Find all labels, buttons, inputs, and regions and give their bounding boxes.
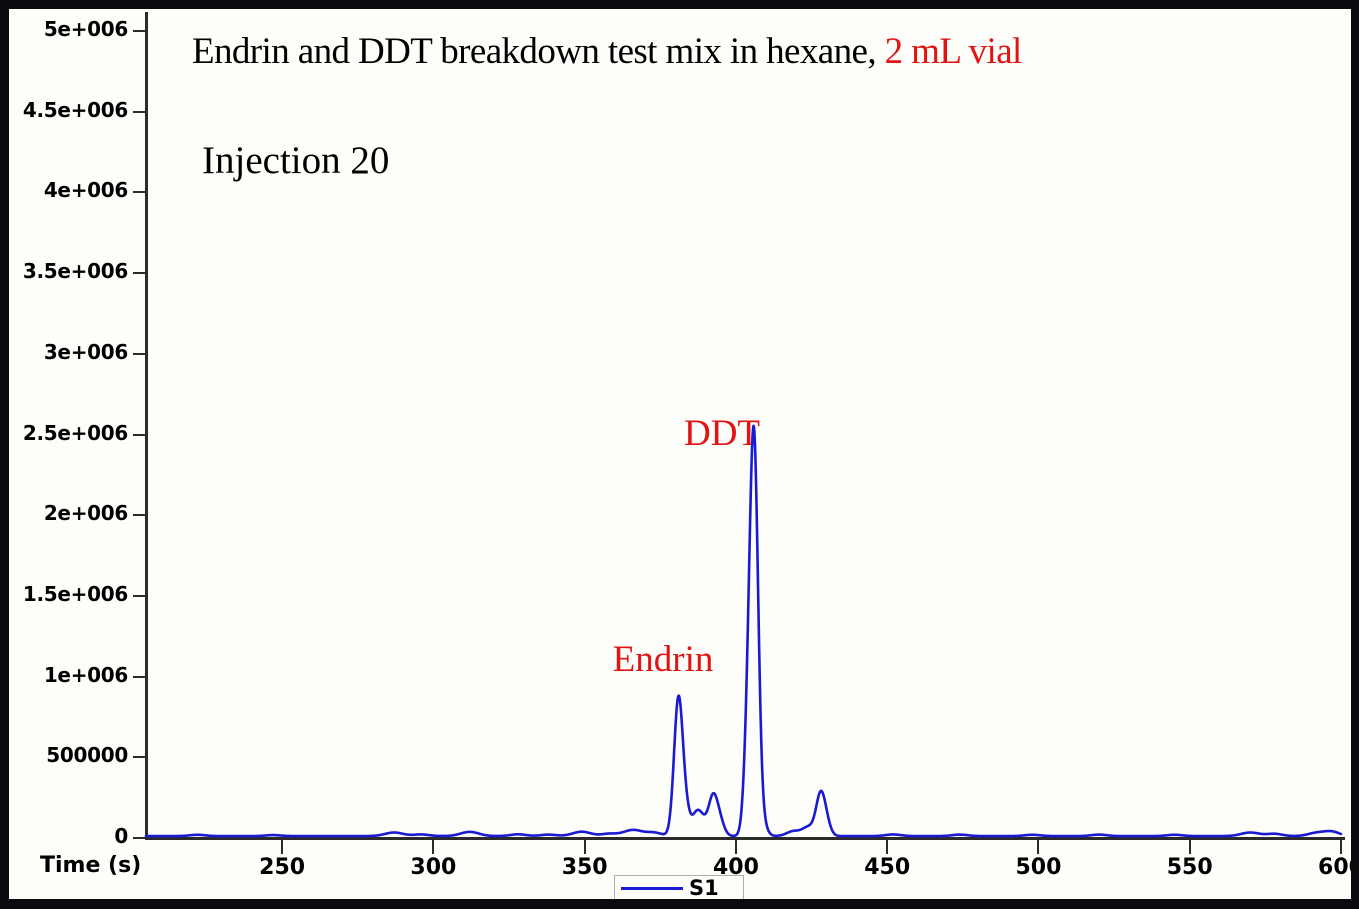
y-tick-label: 1e+006 — [43, 662, 128, 687]
x-tick-mark — [1188, 840, 1191, 854]
x-tick-mark — [886, 840, 889, 854]
x-tick-label: 300 — [410, 855, 457, 880]
chart-title-main: Endrin and DDT breakdown test mix in hex… — [192, 31, 877, 72]
x-tick-mark — [432, 840, 435, 854]
x-tick-label: 350 — [561, 855, 608, 880]
peak-annotation-endrin: Endrin — [612, 639, 714, 680]
y-tick-mark — [133, 352, 146, 355]
x-tick-mark — [281, 840, 284, 854]
y-tick-mark — [133, 675, 146, 678]
y-tick-label: 2.5e+006 — [22, 420, 128, 445]
x-tick-mark — [1340, 840, 1342, 854]
y-tick-label: 0 — [114, 824, 128, 848]
chart-title: Endrin and DDT breakdown test mix in hex… — [192, 30, 1022, 73]
y-tick-label: 4.5e+006 — [22, 97, 128, 122]
x-tick-mark — [583, 840, 586, 854]
x-tick-label: 500 — [1015, 855, 1062, 880]
y-tick-mark — [133, 433, 146, 436]
y-tick-label: 4e+006 — [43, 178, 128, 203]
y-tick-label: 5e+006 — [43, 17, 128, 41]
y-tick-mark — [133, 30, 146, 32]
y-tick-mark — [133, 756, 146, 759]
injection-label: Injection 20 — [202, 139, 390, 182]
x-axis-line — [145, 837, 1345, 840]
y-tick-mark — [133, 110, 146, 113]
trace-series-s1 — [144, 424, 1343, 838]
legend-swatch-s1 — [621, 887, 683, 890]
y-tick-label: 500000 — [46, 743, 128, 768]
chart-title-accent: 2 mL vial — [875, 31, 1023, 72]
y-axis-line — [145, 12, 148, 840]
y-tick-label: 2e+006 — [43, 501, 128, 526]
y-tick-label: 1.5e+006 — [22, 581, 128, 606]
x-axis-title: Time (s) — [40, 853, 142, 878]
x-tick-mark — [1037, 840, 1040, 854]
x-tick-label: 250 — [259, 855, 306, 880]
y-tick-label: 3e+006 — [43, 339, 128, 364]
x-tick-label: 600 — [1318, 855, 1359, 880]
peak-annotation-ddt: DDT — [683, 413, 761, 454]
legend-label-s1: S1 — [689, 876, 719, 900]
x-tick-mark — [734, 840, 737, 854]
y-tick-mark — [133, 594, 146, 597]
y-tick-mark — [133, 837, 146, 839]
x-tick-label: 450 — [864, 855, 911, 880]
y-tick-mark — [133, 191, 146, 194]
y-tick-label: 3.5e+006 — [22, 259, 128, 284]
legend: S1 — [614, 875, 744, 902]
y-tick-mark — [133, 272, 146, 275]
x-tick-label: 550 — [1166, 855, 1213, 880]
y-tick-mark — [133, 514, 146, 517]
